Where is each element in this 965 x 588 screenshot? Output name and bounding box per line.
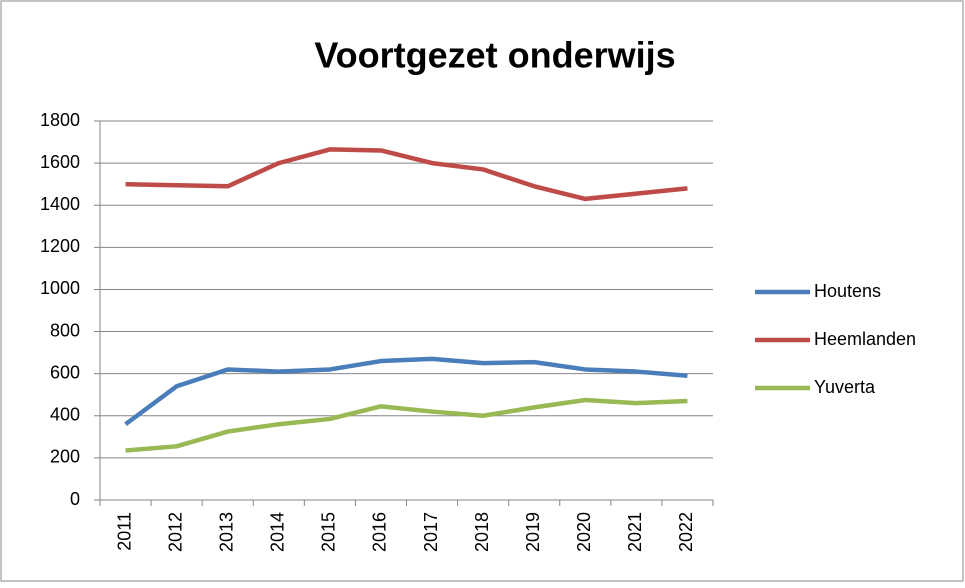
- y-tick-label: 400: [50, 405, 80, 425]
- legend-label: Heemlanden: [814, 329, 916, 349]
- y-tick-label: 800: [50, 320, 80, 340]
- y-tick-label: 1600: [40, 152, 80, 172]
- y-tick-label: 1000: [40, 278, 80, 298]
- legend-label: Yuverta: [814, 377, 876, 397]
- y-tick-label: 1200: [40, 236, 80, 256]
- x-tick-label: 2011: [114, 512, 134, 551]
- y-tick-label: 1800: [40, 110, 80, 130]
- series-line: [124, 356, 688, 427]
- x-tick-label: 2018: [472, 512, 492, 552]
- x-tick-label: 2017: [421, 512, 441, 552]
- x-tick-label: 2020: [574, 512, 594, 552]
- x-tick-label: 2013: [216, 512, 236, 552]
- y-tick-label: 600: [50, 362, 80, 382]
- series-line: [125, 147, 688, 202]
- y-tick-label: 1400: [40, 194, 80, 214]
- series-line: [125, 397, 688, 453]
- x-tick-label: 2016: [370, 512, 390, 552]
- x-tick-label: 2014: [268, 512, 288, 552]
- x-tick-label: 2019: [523, 512, 543, 552]
- x-tick-label: 2012: [165, 512, 185, 552]
- y-tick-label: 200: [50, 447, 80, 467]
- x-tick-label: 2022: [676, 512, 696, 552]
- x-tick-label: 2021: [625, 512, 645, 552]
- x-tick-label: 2015: [319, 512, 339, 552]
- chart-title: Voortgezet onderwijs: [314, 35, 675, 76]
- y-tick-label: 0: [70, 489, 80, 509]
- legend-label: Houtens: [814, 281, 881, 301]
